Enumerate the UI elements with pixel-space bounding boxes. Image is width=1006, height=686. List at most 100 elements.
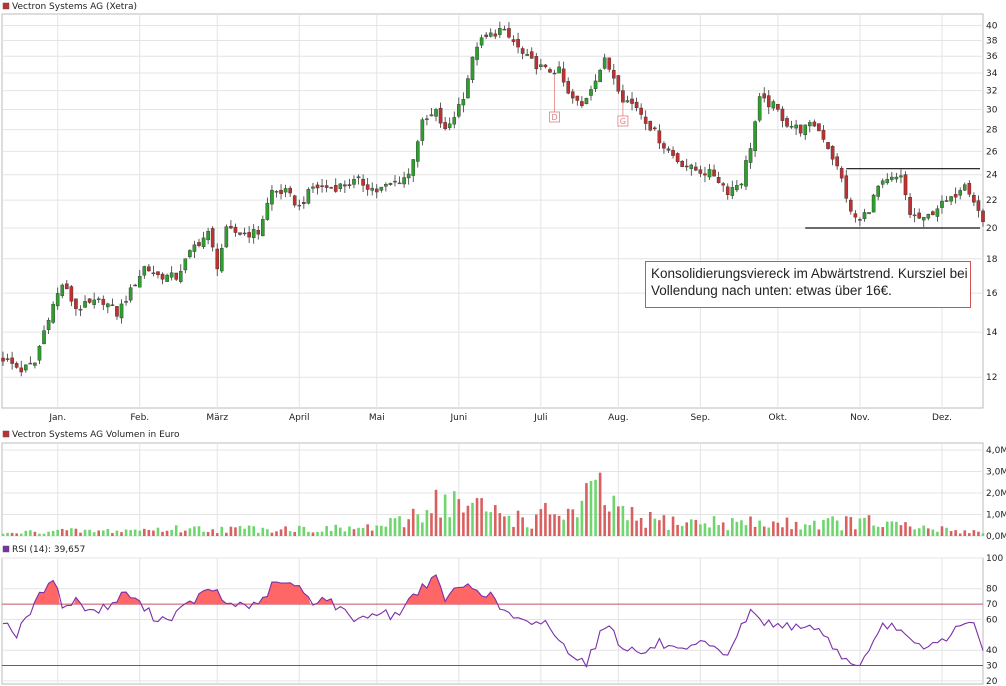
price-candle: [849, 197, 853, 215]
volume-bar: [585, 483, 588, 536]
volume-bar: [794, 521, 798, 536]
price-candle: [365, 178, 370, 196]
price-candle: [493, 29, 498, 40]
candle-body: [23, 364, 28, 371]
price-candle: [894, 172, 899, 183]
candle-body: [1, 357, 5, 362]
price-tick-label: 30: [986, 106, 998, 116]
price-candle: [156, 271, 160, 279]
volume-bar: [252, 526, 255, 536]
price-candle: [292, 194, 297, 208]
price-candle: [502, 25, 507, 31]
candle-body: [862, 212, 867, 219]
volume-bar: [10, 532, 14, 536]
price-candle: [384, 182, 388, 192]
volume-chart-title: Vectron Systems AG Volumen in Euro: [12, 430, 180, 440]
candle-body: [297, 204, 302, 207]
candle-body: [926, 213, 931, 219]
candle-body: [899, 175, 903, 178]
volume-bar: [503, 516, 506, 536]
volume-bar: [19, 533, 23, 536]
candle-body: [776, 104, 780, 110]
candle-body: [306, 189, 311, 204]
volume-tick-label: 2,0M: [986, 489, 1006, 499]
marker-label: D: [551, 113, 557, 122]
volume-bar: [589, 481, 593, 536]
rsi-overbought-area: [251, 582, 311, 605]
volume-bar: [644, 527, 647, 536]
volume-bar: [958, 533, 962, 536]
volume-bar: [945, 527, 948, 536]
volume-bar: [439, 517, 442, 536]
price-tick-label: 40: [986, 21, 998, 31]
candle-body: [940, 200, 944, 208]
volume-bar: [307, 531, 310, 536]
price-candle: [785, 115, 789, 129]
price-candle: [270, 185, 274, 211]
price-candle: [762, 87, 767, 103]
candle-body: [283, 188, 288, 193]
price-candle: [639, 103, 643, 120]
candle-body: [124, 301, 128, 303]
candle-body: [511, 39, 516, 42]
price-candle: [10, 351, 14, 370]
price-tick-label: 20: [986, 224, 998, 234]
candle-body: [653, 127, 657, 130]
volume-bar: [111, 533, 114, 536]
price-candle: [402, 171, 406, 188]
volume-bar: [653, 518, 657, 536]
candle-body: [60, 284, 65, 296]
volume-bar: [238, 526, 242, 536]
volume-bar: [498, 513, 502, 536]
candle-body: [201, 237, 206, 248]
candle-body: [602, 57, 607, 69]
price-candle: [917, 208, 921, 220]
volume-bar: [430, 513, 433, 536]
price-candle: [51, 301, 55, 324]
candle-body: [712, 169, 716, 177]
price-candle: [466, 75, 470, 99]
price-tick-label: 38: [986, 36, 998, 46]
candle-body: [356, 176, 361, 179]
volume-bar: [266, 529, 269, 536]
volume-bar: [785, 517, 789, 536]
volume-bar: [398, 516, 401, 536]
volume-bar: [648, 511, 652, 536]
price-candle: [119, 299, 124, 324]
candle-body: [443, 122, 447, 130]
volume-bar: [685, 522, 689, 536]
candle-body: [256, 229, 261, 235]
volume-bar: [516, 510, 520, 536]
price-candle: [251, 224, 256, 244]
price-candle: [147, 264, 151, 272]
volume-bar: [931, 529, 935, 536]
candle-body: [607, 57, 612, 70]
price-candle: [698, 165, 703, 178]
volume-bar: [658, 520, 661, 536]
rsi-axis-ticks: 20 30 40 60 70 80 100: [986, 554, 1003, 686]
candle-body: [821, 129, 826, 140]
candle-body: [789, 126, 794, 128]
rsi-series-line: [2, 574, 984, 668]
candle-body: [106, 303, 110, 308]
price-candle: [5, 353, 10, 362]
volume-bar: [694, 519, 698, 536]
price-candle: [83, 295, 87, 308]
candle-body: [570, 91, 575, 99]
price-candle: [333, 178, 338, 193]
rsi-tick-label: 40: [986, 646, 998, 656]
price-candle: [1, 351, 5, 366]
volume-bar: [165, 530, 169, 536]
volume-tick-label: 1,0M: [986, 511, 1006, 521]
candle-body: [703, 173, 707, 176]
candle-body: [411, 159, 416, 176]
month-label: Jan.: [48, 413, 66, 423]
price-candle: [374, 184, 379, 199]
price-candle: [566, 77, 571, 95]
volume-bar: [15, 533, 18, 536]
candle-body: [725, 186, 730, 196]
candle-body: [288, 187, 292, 194]
price-candle: [165, 273, 169, 282]
price-candle: [525, 48, 529, 56]
price-candle: [420, 117, 425, 146]
